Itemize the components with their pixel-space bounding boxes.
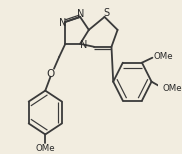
Text: OMe: OMe <box>163 84 182 93</box>
Text: OMe: OMe <box>153 52 173 61</box>
Text: N: N <box>59 18 66 28</box>
Text: S: S <box>103 8 109 18</box>
Text: O: O <box>46 69 55 79</box>
Text: OMe: OMe <box>35 144 55 153</box>
Text: N: N <box>77 9 85 19</box>
Text: N: N <box>80 40 87 50</box>
